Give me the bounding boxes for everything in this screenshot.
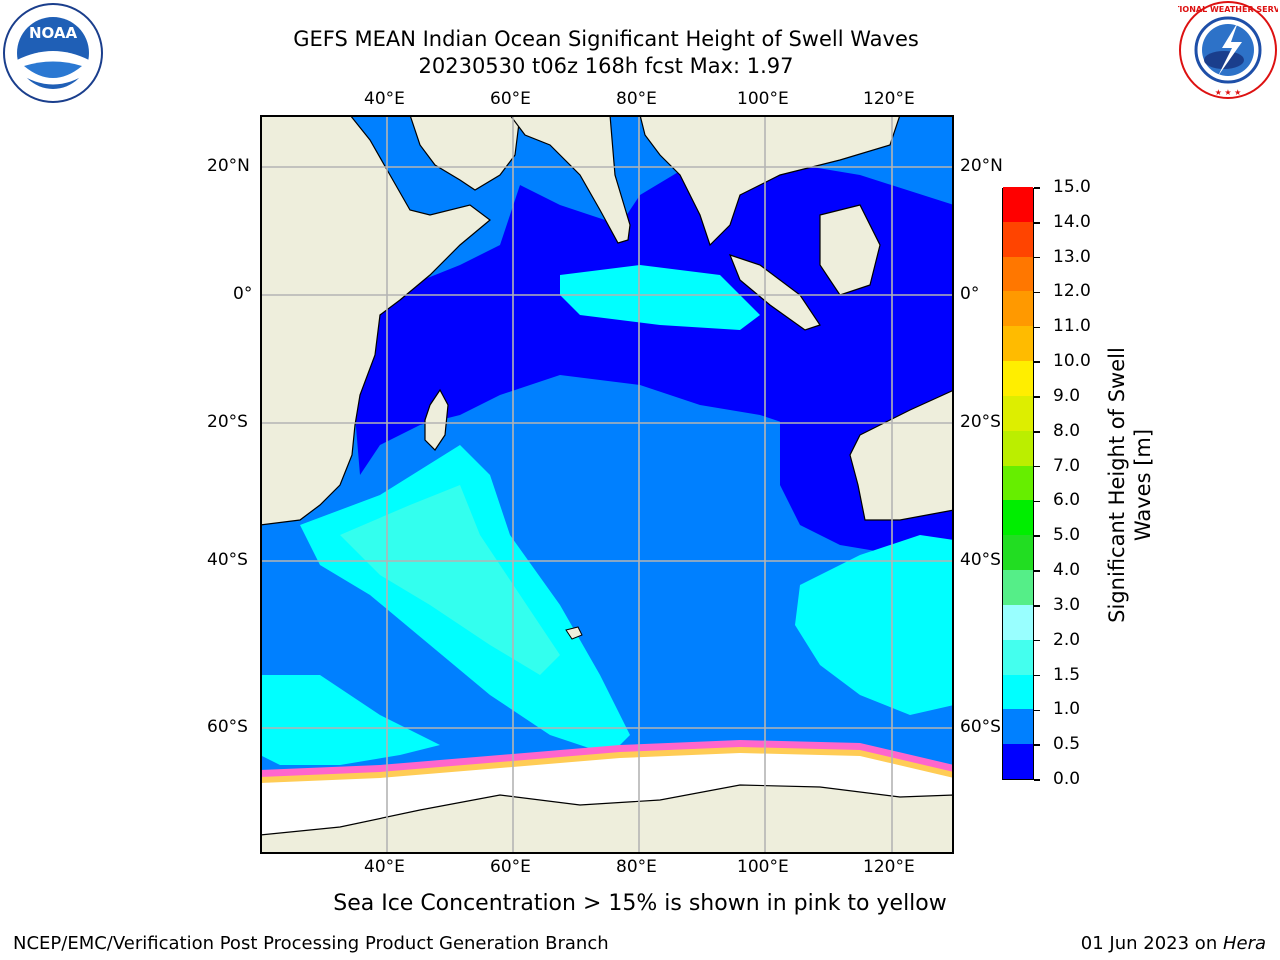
map-title: GEFS MEAN Indian Ocean Significant Heigh… (293, 27, 919, 51)
footer-date: 01 Jun 2023 on Hera (1081, 933, 1266, 954)
map-panel (259, 114, 955, 855)
colorbar-tick-label: 13.0 (1053, 246, 1091, 267)
footer-machine: Hera (1222, 933, 1266, 954)
colorbar-tick-label: 9.0 (1053, 385, 1081, 406)
colorbar-segment (1003, 639, 1033, 675)
colorbar-tick-label: 10.0 (1053, 351, 1091, 372)
noaa-logo: NOAA (2, 2, 104, 104)
colorbar-tick-mark (1034, 361, 1040, 363)
lat-tick-right-20n: 20°N (960, 156, 1003, 176)
map-subtitle: 20230530 t06z 168h fcst Max: 1.97 (418, 54, 794, 78)
lat-tick-right-40s: 40°S (960, 550, 1001, 570)
lon-tick-bottom-40e: 40°E (364, 857, 405, 877)
colorbar-tick-mark (1034, 744, 1040, 746)
colorbar-segment (1003, 570, 1033, 605)
colorbar-segment (1003, 221, 1033, 257)
lon-tick-bottom-80e: 80°E (616, 857, 657, 877)
colorbar-tick-mark (1034, 222, 1040, 224)
colorbar-tick-label: 5.0 (1053, 525, 1081, 546)
colorbar-tick-label: 0.0 (1053, 769, 1081, 789)
colorbar-tick-label: 6.0 (1053, 490, 1081, 511)
colorbar-segment (1003, 709, 1033, 745)
colorbar-tick-mark (1034, 535, 1040, 537)
colorbar-segment (1003, 256, 1033, 292)
colorbar-tick-label: 3.0 (1053, 594, 1081, 615)
lat-tick-left-20s: 20°S (207, 412, 248, 432)
noaa-logo-text: NOAA (29, 24, 78, 42)
colorbar-tick-mark (1034, 779, 1040, 781)
colorbar-segment (1003, 291, 1033, 327)
colorbar-tick-mark (1034, 709, 1040, 712)
lat-tick-left-20n: 20°N (207, 156, 250, 176)
nws-logo: NATIONAL WEATHER SERVICE ★ ★ ★ (1162, 0, 1280, 100)
map-svg (259, 114, 955, 855)
colorbar-segment (1003, 674, 1033, 710)
colorbar-tick-mark (1034, 605, 1040, 607)
colorbar-tick-mark (1034, 570, 1040, 572)
colorbar-tick-mark (1034, 396, 1040, 398)
colorbar-tick-label: 1.0 (1053, 699, 1081, 720)
colorbar-tick-mark (1034, 674, 1040, 677)
colorbar-tick-label: 7.0 (1053, 455, 1081, 476)
colorbar-tick-label: 15.0 (1053, 177, 1091, 197)
colorbar-segment (1003, 535, 1033, 571)
colorbar-tick-mark (1034, 326, 1040, 329)
lat-tick-right-60s: 60°S (960, 717, 1001, 737)
sea-ice-note: Sea Ice Concentration > 15% is shown in … (333, 891, 947, 916)
graticule (260, 115, 954, 854)
colorbar-tick-mark (1034, 256, 1040, 259)
colorbar-tick-mark (1034, 639, 1040, 642)
colorbar-tick-label: 12.0 (1053, 281, 1091, 302)
lat-tick-right-20s: 20°S (960, 412, 1001, 432)
colorbar-segment (1003, 430, 1033, 466)
lat-tick-right-0: 0° (960, 284, 980, 304)
colorbar-tick-label: 8.0 (1053, 420, 1081, 441)
colorbar-tick-mark (1034, 291, 1040, 294)
colorbar-segment (1003, 187, 1033, 222)
lon-tick-top-100e: 100°E (737, 89, 789, 109)
colorbar-tick-label: 4.0 (1053, 560, 1081, 581)
lon-tick-bottom-100e: 100°E (737, 857, 789, 877)
colorbar-tick-mark (1034, 431, 1040, 433)
lon-tick-top-60e: 60°E (490, 89, 531, 109)
colorbar-tick-label: 14.0 (1053, 211, 1091, 232)
colorbar-tick-mark (1034, 500, 1040, 503)
lon-tick-bottom-120e: 120°E (863, 857, 915, 877)
footer-date-text: 01 Jun 2023 on (1080, 933, 1223, 954)
footer-branch: NCEP/EMC/Verification Post Processing Pr… (13, 933, 609, 954)
colorbar-tick-mark (1034, 187, 1040, 189)
lon-tick-bottom-60e: 60°E (490, 857, 531, 877)
colorbar-segment (1003, 744, 1033, 779)
colorbar-segment (1003, 395, 1033, 431)
lon-tick-top-120e: 120°E (863, 89, 915, 109)
colorbar-tick-label: 2.0 (1053, 629, 1081, 650)
lat-tick-left-0: 0° (233, 284, 253, 304)
colorbar (1002, 187, 1034, 780)
colorbar-segment (1003, 465, 1033, 501)
lat-tick-left-40s: 40°S (207, 550, 248, 570)
lon-tick-top-40e: 40°E (364, 89, 405, 109)
colorbar-tick-label: 11.0 (1053, 316, 1091, 337)
colorbar-segment (1003, 500, 1033, 536)
svg-text:NATIONAL WEATHER SERVICE: NATIONAL WEATHER SERVICE (1178, 5, 1278, 14)
colorbar-segment (1003, 604, 1033, 640)
colorbar-tick-label: 0.5 (1053, 734, 1081, 755)
colorbar-segment (1003, 326, 1033, 362)
lon-tick-top-80e: 80°E (616, 89, 657, 109)
colorbar-segment (1003, 361, 1033, 396)
svg-text:★ ★ ★: ★ ★ ★ (1215, 88, 1242, 97)
colorbar-tick-mark (1034, 465, 1040, 468)
lat-tick-left-60s: 60°S (207, 717, 248, 737)
colorbar-tick-label: 1.5 (1053, 664, 1081, 685)
